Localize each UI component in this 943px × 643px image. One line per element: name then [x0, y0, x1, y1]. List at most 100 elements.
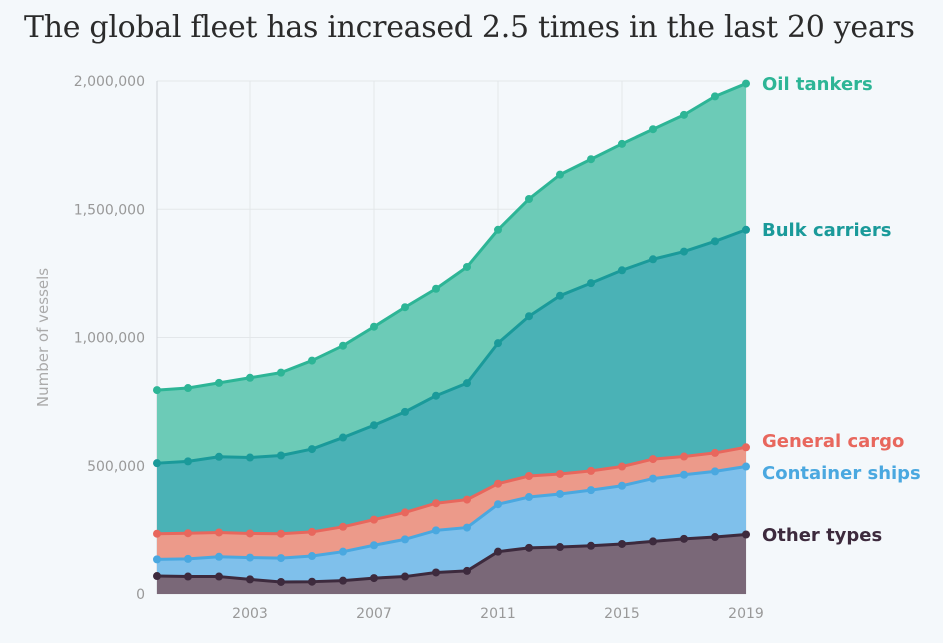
- point-oil-tankers: [308, 356, 316, 365]
- point-other-types: [556, 543, 564, 552]
- point-other-types: [370, 574, 378, 583]
- point-other-types: [494, 547, 502, 556]
- point-container-ships: [401, 535, 409, 544]
- series-label-general-cargo: General cargo: [762, 431, 904, 452]
- point-general-cargo: [587, 466, 595, 475]
- area-other-types: [157, 534, 746, 594]
- point-oil-tankers: [742, 79, 750, 88]
- point-container-ships: [494, 500, 502, 509]
- point-oil-tankers: [370, 322, 378, 331]
- point-other-types: [432, 568, 440, 577]
- point-container-ships: [525, 493, 533, 502]
- point-container-ships: [680, 470, 688, 479]
- point-bulk-carriers: [308, 445, 316, 454]
- point-bulk-carriers: [184, 457, 192, 466]
- point-oil-tankers: [184, 384, 192, 393]
- point-container-ships: [153, 555, 161, 564]
- point-container-ships: [246, 553, 254, 562]
- point-bulk-carriers: [432, 391, 440, 400]
- line-general-cargo: [156, 445, 747, 536]
- point-container-ships: [463, 523, 471, 532]
- point-general-cargo: [153, 529, 161, 538]
- point-bulk-carriers: [680, 247, 688, 256]
- point-oil-tankers: [339, 341, 347, 350]
- point-other-types: [308, 577, 316, 586]
- series-label-bulk-carriers: Bulk carriers: [762, 220, 891, 241]
- point-oil-tankers: [277, 368, 285, 377]
- point-other-types: [587, 541, 595, 550]
- y-tick-label: 0: [136, 587, 145, 603]
- point-other-types: [401, 572, 409, 581]
- point-oil-tankers: [432, 284, 440, 293]
- point-oil-tankers: [215, 378, 223, 387]
- point-oil-tankers: [525, 194, 533, 203]
- point-oil-tankers: [680, 110, 688, 119]
- point-bulk-carriers: [742, 225, 750, 234]
- area-bulk-carriers: [157, 229, 746, 534]
- line-other-types: [156, 532, 747, 584]
- point-oil-tankers: [153, 386, 161, 395]
- point-oil-tankers: [246, 373, 254, 382]
- point-other-types: [215, 572, 223, 581]
- x-tick-label: 2011: [480, 606, 516, 622]
- point-general-cargo: [401, 508, 409, 517]
- point-general-cargo: [370, 515, 378, 524]
- point-container-ships: [277, 554, 285, 563]
- point-general-cargo: [339, 522, 347, 531]
- point-general-cargo: [680, 452, 688, 461]
- point-oil-tankers: [556, 170, 564, 179]
- point-oil-tankers: [463, 262, 471, 271]
- point-other-types: [649, 537, 657, 546]
- point-container-ships: [649, 474, 657, 483]
- point-container-ships: [587, 486, 595, 495]
- x-tick-label: 2003: [232, 606, 268, 622]
- point-general-cargo: [711, 448, 719, 457]
- point-bulk-carriers: [215, 452, 223, 461]
- point-oil-tankers: [401, 303, 409, 312]
- y-axis-title: Number of vessels: [34, 268, 52, 407]
- point-container-ships: [184, 554, 192, 563]
- point-bulk-carriers: [370, 421, 378, 430]
- point-other-types: [525, 543, 533, 552]
- point-bulk-carriers: [277, 451, 285, 460]
- point-container-ships: [711, 467, 719, 476]
- point-oil-tankers: [618, 139, 626, 148]
- point-bulk-carriers: [525, 312, 533, 321]
- point-oil-tankers: [711, 92, 719, 101]
- point-bulk-carriers: [401, 407, 409, 416]
- point-general-cargo: [277, 529, 285, 538]
- point-other-types: [618, 539, 626, 548]
- point-general-cargo: [618, 462, 626, 471]
- point-container-ships: [742, 462, 750, 471]
- area-general-cargo: [157, 447, 746, 560]
- chart-title: The global fleet has increased 2.5 times…: [24, 10, 915, 45]
- area-container-ships: [157, 466, 746, 582]
- point-general-cargo: [246, 529, 254, 538]
- point-bulk-carriers: [494, 339, 502, 348]
- line-bulk-carriers: [156, 228, 747, 465]
- point-general-cargo: [463, 495, 471, 504]
- point-bulk-carriers: [649, 255, 657, 264]
- point-general-cargo: [525, 472, 533, 481]
- point-container-ships: [308, 552, 316, 561]
- point-bulk-carriers: [618, 266, 626, 275]
- point-bulk-carriers: [153, 459, 161, 468]
- point-container-ships: [432, 526, 440, 535]
- point-container-ships: [618, 481, 626, 490]
- point-bulk-carriers: [463, 379, 471, 388]
- point-other-types: [742, 530, 750, 539]
- y-tick-label: 1,500,000: [74, 202, 145, 218]
- series-labels: Other types Container ships General cargo B…: [762, 74, 921, 546]
- axes: 0 500,000 1,000,000 1,500,000 2,000,000 2003 2…: [34, 74, 764, 622]
- point-oil-tankers: [587, 155, 595, 164]
- y-tick-label: 1,000,000: [74, 331, 145, 347]
- point-other-types: [153, 572, 161, 581]
- point-bulk-carriers: [587, 279, 595, 288]
- series-lines: [156, 82, 747, 584]
- point-general-cargo: [494, 479, 502, 488]
- point-container-ships: [215, 552, 223, 561]
- point-other-types: [184, 572, 192, 581]
- series-label-container-ships: Container ships: [762, 463, 921, 484]
